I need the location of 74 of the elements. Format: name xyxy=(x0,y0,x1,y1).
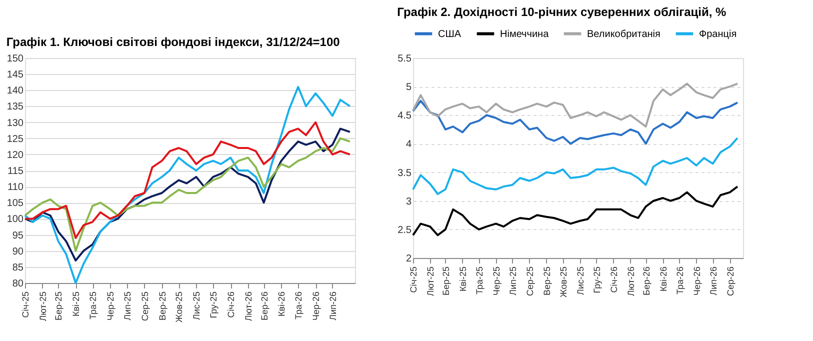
x-tick-label: Кві-25 xyxy=(458,266,468,292)
y-tick-label: 120 xyxy=(6,150,24,161)
y-tick-label: 95 xyxy=(12,230,24,242)
x-tick-label: Кві-26 xyxy=(658,266,668,292)
x-tick-label: Лип-25 xyxy=(122,292,132,320)
y-tick-label: 4 xyxy=(406,139,412,150)
x-tick-label: Сер-25 xyxy=(524,266,535,296)
y-tick-label: 90 xyxy=(12,246,24,258)
x-tick-label: Лют-25 xyxy=(38,292,48,322)
x-tick-label: Лип-26 xyxy=(328,292,338,320)
y-tick-label: 110 xyxy=(8,182,24,194)
x-tick-label: Сер-25 xyxy=(140,292,150,322)
y-tick-label: 130 xyxy=(6,118,24,129)
line-series xyxy=(412,186,739,236)
x-tick-label: Чер-25 xyxy=(491,266,502,296)
x-tick-label: Лип-25 xyxy=(508,266,518,296)
x-tick-label: Тра-26 xyxy=(294,292,304,320)
y-tick-label: 3.5 xyxy=(398,168,412,179)
x-tick-label: Лют-26 xyxy=(244,292,254,322)
x-tick-label: Тра-25 xyxy=(474,266,484,295)
x-tick-label: Січ-26 xyxy=(608,266,619,293)
x-tick-label: Жов-25 xyxy=(174,292,184,323)
line-series xyxy=(24,121,351,239)
y-tick-label: 3 xyxy=(406,196,412,208)
x-tick-label: Жов-25 xyxy=(558,266,568,298)
y-tick-label: 2.5 xyxy=(398,224,412,236)
x-tick-label: Лют-25 xyxy=(426,266,436,296)
line-series xyxy=(412,100,739,145)
y-tick-label: 2 xyxy=(406,254,412,264)
x-tick-label: Січ-25 xyxy=(408,266,418,293)
x-tick-label: Гру-25 xyxy=(592,266,602,294)
y-tick-label: 105 xyxy=(6,198,24,210)
x-tick-label: Вер-25 xyxy=(157,292,168,321)
y-tick-label: 4.5 xyxy=(398,110,412,122)
x-tick-label: Бер-25 xyxy=(440,266,451,296)
y-tick-label: 5.5 xyxy=(398,54,412,64)
x-tick-label: Чер-26 xyxy=(311,292,322,321)
x-tick-label: Чер-25 xyxy=(106,292,116,321)
x-tick-label: Лис-25 xyxy=(575,266,586,295)
line-series xyxy=(412,137,739,195)
y-tick-label: 135 xyxy=(6,102,24,113)
x-tick-label: Лют-26 xyxy=(626,266,636,296)
x-tick-label: Тра-26 xyxy=(674,266,685,295)
y-tick-label: 5 xyxy=(406,82,412,94)
y-tick-label: 85 xyxy=(12,262,24,274)
legend-label: Франція xyxy=(699,28,737,40)
y-tick-label: 145 xyxy=(6,70,24,81)
x-tick-label: Кві-26 xyxy=(276,292,287,317)
x-tick-label: Січ-26 xyxy=(226,292,236,318)
y-tick-label: 125 xyxy=(6,134,24,145)
x-tick-label: Лис-25 xyxy=(192,292,202,320)
x-tick-label: Кві-25 xyxy=(71,292,82,317)
legend-label: Великобританія xyxy=(587,28,660,40)
x-tick-label: Бер-26 xyxy=(641,266,652,296)
x-tick-label: Тра-25 xyxy=(88,292,98,320)
x-tick-label: Сер-26 xyxy=(725,266,736,296)
x-tick-label: Лип-26 xyxy=(708,266,718,296)
x-tick-label: Вер-25 xyxy=(542,266,552,296)
y-tick-label: 100 xyxy=(6,214,24,226)
legend-label: Німеччина xyxy=(500,28,550,40)
x-tick-label: Бер-26 xyxy=(259,292,270,320)
x-tick-label: Гру-25 xyxy=(208,292,219,318)
x-tick-label: Січ-25 xyxy=(20,292,30,318)
chart-title: Графік 2. Дохідності 10-річних суверенних облігацій, % xyxy=(397,5,727,19)
chart-title: Графік 1. Ключові світові фондові індекси, 31/12/24=100 xyxy=(6,35,340,49)
x-tick-label: Бер-25 xyxy=(54,292,64,320)
y-tick-label: 80 xyxy=(12,278,24,290)
line-series xyxy=(412,82,739,128)
line-series xyxy=(24,86,351,284)
legend-label: США xyxy=(438,28,462,40)
y-tick-label: 115 xyxy=(8,166,24,177)
x-tick-label: Чер-26 xyxy=(692,266,702,296)
y-tick-label: 140 xyxy=(6,86,24,97)
y-tick-label: 150 xyxy=(6,54,24,64)
